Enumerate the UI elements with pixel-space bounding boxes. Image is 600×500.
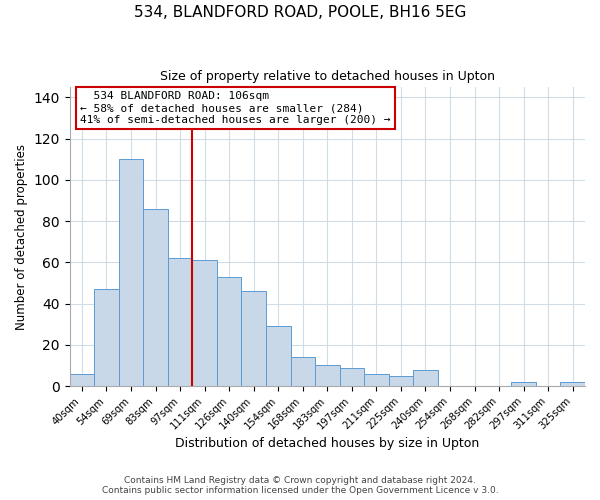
Bar	[70, 374, 94, 386]
Bar	[266, 326, 290, 386]
Bar	[94, 289, 119, 386]
X-axis label: Distribution of detached houses by size in Upton: Distribution of detached houses by size …	[175, 437, 479, 450]
Bar	[241, 291, 266, 386]
Text: Contains HM Land Registry data © Crown copyright and database right 2024.
Contai: Contains HM Land Registry data © Crown c…	[101, 476, 499, 495]
Bar	[413, 370, 438, 386]
Bar	[143, 208, 168, 386]
Bar	[119, 159, 143, 386]
Bar	[560, 382, 585, 386]
Text: 534 BLANDFORD ROAD: 106sqm
← 58% of detached houses are smaller (284)
41% of sem: 534 BLANDFORD ROAD: 106sqm ← 58% of deta…	[80, 92, 391, 124]
Bar	[168, 258, 193, 386]
Bar	[193, 260, 217, 386]
Y-axis label: Number of detached properties: Number of detached properties	[15, 144, 28, 330]
Bar	[389, 376, 413, 386]
Text: 534, BLANDFORD ROAD, POOLE, BH16 5EG: 534, BLANDFORD ROAD, POOLE, BH16 5EG	[134, 5, 466, 20]
Bar	[340, 368, 364, 386]
Bar	[315, 366, 340, 386]
Bar	[217, 277, 241, 386]
Bar	[364, 374, 389, 386]
Title: Size of property relative to detached houses in Upton: Size of property relative to detached ho…	[160, 70, 495, 83]
Bar	[511, 382, 536, 386]
Bar	[290, 357, 315, 386]
